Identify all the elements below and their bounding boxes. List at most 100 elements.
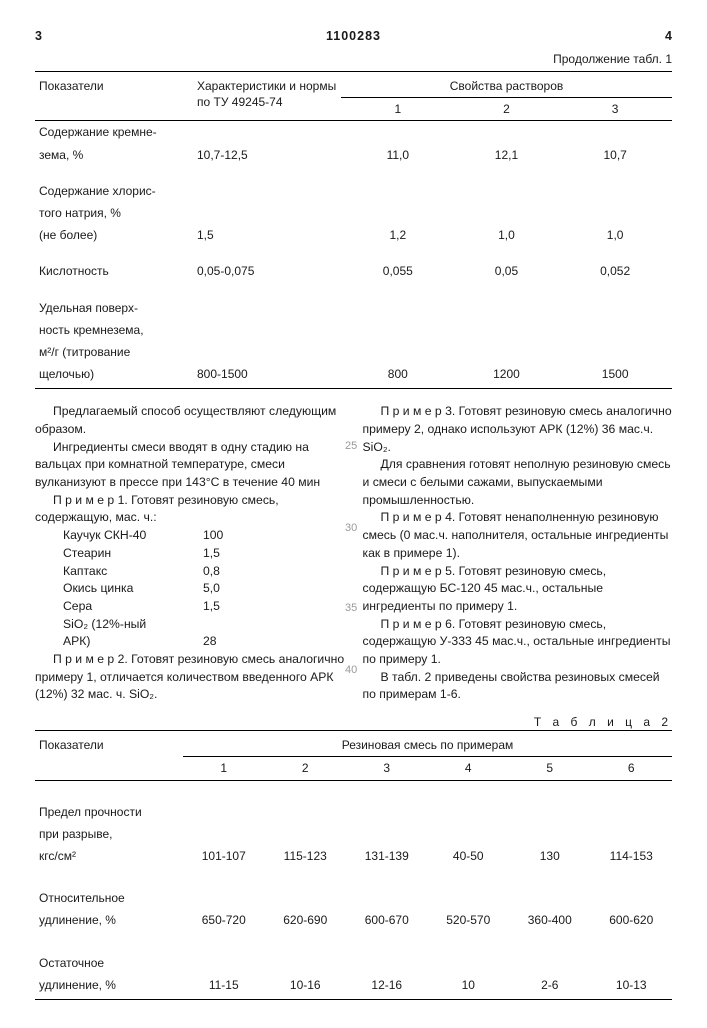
t1-param: Содержание хлорис- bbox=[35, 180, 193, 202]
t1-param: м²/г (титрование bbox=[35, 341, 193, 363]
t2-val: 131-139 bbox=[346, 845, 428, 867]
ingredient-amount: 5,0 bbox=[203, 580, 220, 598]
t2-param: Предел прочности bbox=[35, 801, 183, 823]
t1-val: 12,1 bbox=[455, 144, 559, 166]
example-6: П р и м е р 6. Готовят резиновую смесь, … bbox=[363, 616, 673, 669]
line-num-30: 30 bbox=[345, 521, 357, 537]
t1-val: 1,0 bbox=[558, 224, 672, 246]
para-method: Ингредиенты смеси вводят в одну стадию н… bbox=[35, 439, 345, 492]
para-table2-ref: В табл. 2 приведены свойства резиновых с… bbox=[363, 669, 673, 704]
example-1-header: П р и м е р 1. Готовят резиновую смесь, … bbox=[35, 492, 345, 527]
t1-col-param: Показатели bbox=[35, 72, 193, 121]
t2-sub-6: 6 bbox=[591, 757, 673, 780]
t1-char: 0,05-0,075 bbox=[193, 260, 341, 282]
t1-char: 800-1500 bbox=[193, 363, 341, 389]
t2-val: 650-720 bbox=[183, 909, 265, 931]
t2-col-param: Показатели bbox=[35, 731, 183, 780]
t1-param: Кислотность bbox=[35, 260, 193, 282]
t2-val: 10-13 bbox=[591, 974, 673, 1000]
t1-param: ность кремнезема, bbox=[35, 319, 193, 341]
t2-val: 115-123 bbox=[265, 845, 347, 867]
document-number: 1100283 bbox=[326, 28, 381, 45]
t1-char: 1,5 bbox=[193, 224, 341, 246]
t2-val: 12-16 bbox=[346, 974, 428, 1000]
t2-val: 130 bbox=[509, 845, 591, 867]
t1-col-props: Свойства растворов bbox=[341, 72, 672, 98]
t2-param: Остаточное bbox=[35, 952, 183, 974]
ingredient-row: АРК)28 bbox=[35, 633, 345, 651]
page-left-num: 3 bbox=[35, 28, 42, 45]
para-intro: Предлагаемый способ осуществляют следующ… bbox=[35, 403, 345, 438]
t2-col-group: Резиновая смесь по примерам bbox=[183, 731, 672, 757]
ingredient-row: Стеарин1,5 bbox=[35, 545, 345, 563]
line-num-40: 40 bbox=[345, 663, 357, 679]
ingredient-name: Сера bbox=[35, 598, 203, 616]
t1-sub-2: 2 bbox=[455, 98, 559, 121]
t2-param: удлинение, % bbox=[35, 974, 183, 1000]
t1-param: Удельная поверх- bbox=[35, 297, 193, 319]
t2-val: 2-6 bbox=[509, 974, 591, 1000]
ingredient-row: Сера1,5 bbox=[35, 598, 345, 616]
t1-sub-1: 1 bbox=[341, 98, 455, 121]
t1-val: 0,05 bbox=[455, 260, 559, 282]
ingredient-amount: 28 bbox=[203, 633, 217, 651]
t2-val: 620-690 bbox=[265, 909, 347, 931]
table1-continuation: Продолжение табл. 1 bbox=[35, 51, 672, 67]
table-1: Показатели Характеристики и нормы по ТУ … bbox=[35, 71, 672, 389]
t1-param: (не более) bbox=[35, 224, 193, 246]
example-4: П р и м е р 4. Готовят ненаполненную рез… bbox=[363, 509, 673, 562]
example-5: П р и м е р 5. Готовят резиновую смесь, … bbox=[363, 563, 673, 616]
example-3: П р и м е р 3. Готовят резиновую смесь а… bbox=[363, 403, 673, 456]
line-num-25: 25 bbox=[345, 439, 357, 455]
t2-param: удлинение, % bbox=[35, 909, 183, 931]
t2-sub-1: 1 bbox=[183, 757, 265, 780]
ingredient-name: АРК) bbox=[35, 633, 203, 651]
ingredient-name: SiO₂ (12%-ный bbox=[35, 616, 203, 634]
ingredient-name: Каучук СКН-40 bbox=[35, 527, 203, 545]
ingredient-row: Каптакс0,8 bbox=[35, 563, 345, 581]
left-column: Предлагаемый способ осуществляют следующ… bbox=[35, 403, 345, 704]
t1-param: Содержание кремне- bbox=[35, 121, 193, 144]
table-2: Показатели Резиновая смесь по примерам 1… bbox=[35, 730, 672, 1000]
t1-sub-3: 3 bbox=[558, 98, 672, 121]
para-compare: Для сравнения готовят неполную резиновую… bbox=[363, 456, 673, 509]
t1-val: 1200 bbox=[455, 363, 559, 389]
t2-param: кгс/см² bbox=[35, 845, 183, 867]
t1-val: 1500 bbox=[558, 363, 672, 389]
page-right-num: 4 bbox=[665, 28, 672, 45]
t2-val: 10-16 bbox=[265, 974, 347, 1000]
ingredients-list: Каучук СКН-40100Стеарин1,5Каптакс0,8Окис… bbox=[35, 527, 345, 651]
t2-val: 600-670 bbox=[346, 909, 428, 931]
ingredient-name: Каптакс bbox=[35, 563, 203, 581]
t1-col-char: Характеристики и нормы по ТУ 49245-74 bbox=[193, 72, 341, 121]
ingredient-amount: 0,8 bbox=[203, 563, 220, 581]
t1-char: 10,7-12,5 bbox=[193, 144, 341, 166]
t2-param: Относительное bbox=[35, 887, 183, 909]
ingredient-name: Окись цинка bbox=[35, 580, 203, 598]
t2-val: 10 bbox=[428, 974, 510, 1000]
page-header: 3 1100283 4 bbox=[35, 28, 672, 45]
ingredient-amount: 1,5 bbox=[203, 598, 220, 616]
body-columns: Предлагаемый способ осуществляют следующ… bbox=[35, 403, 672, 704]
t2-param: при разрыве, bbox=[35, 823, 183, 845]
t1-val: 11,0 bbox=[341, 144, 455, 166]
t2-sub-2: 2 bbox=[265, 757, 347, 780]
t1-val: 10,7 bbox=[558, 144, 672, 166]
t2-val: 40-50 bbox=[428, 845, 510, 867]
t1-param: зема, % bbox=[35, 144, 193, 166]
t2-sub-3: 3 bbox=[346, 757, 428, 780]
t2-val: 101-107 bbox=[183, 845, 265, 867]
t2-sub-5: 5 bbox=[509, 757, 591, 780]
line-num-35: 35 bbox=[345, 601, 357, 617]
t1-val: 0,052 bbox=[558, 260, 672, 282]
t1-val: 800 bbox=[341, 363, 455, 389]
t2-val: 11-15 bbox=[183, 974, 265, 1000]
ingredient-amount: 100 bbox=[203, 527, 223, 545]
t2-val: 600-620 bbox=[591, 909, 673, 931]
example-2: П р и м е р 2. Готовят резиновую смесь а… bbox=[35, 651, 345, 704]
ingredient-row: Каучук СКН-40100 bbox=[35, 527, 345, 545]
t2-val: 520-570 bbox=[428, 909, 510, 931]
t1-val: 1,2 bbox=[341, 224, 455, 246]
ingredient-row: SiO₂ (12%-ный bbox=[35, 616, 345, 634]
t2-val: 114-153 bbox=[591, 845, 673, 867]
